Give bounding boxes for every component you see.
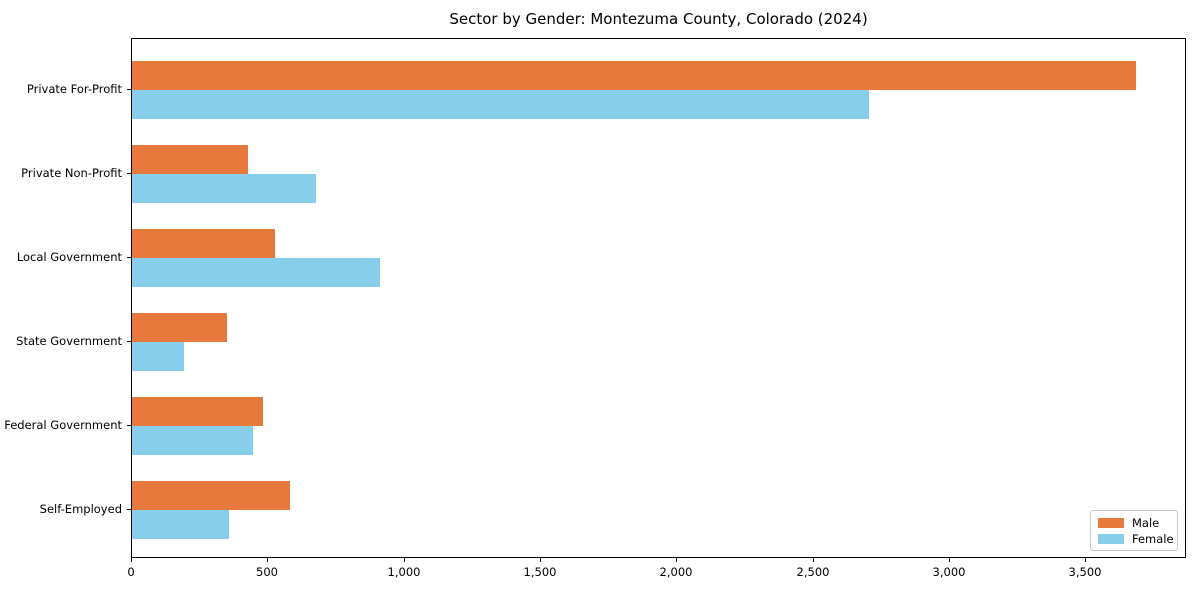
x-tick-label-4: 2,000 — [659, 565, 693, 579]
legend-item-male: Male — [1098, 516, 1170, 530]
y-tick-mark-1 — [127, 173, 131, 174]
y-tick-label-5: Self-Employed — [39, 502, 122, 516]
bar-male-0 — [132, 61, 1136, 90]
y-tick-label-1: Private Non-Profit — [21, 166, 122, 180]
legend-swatch-female — [1098, 534, 1124, 544]
y-tick-mark-3 — [127, 341, 131, 342]
bar-female-1 — [132, 174, 316, 203]
chart-title: Sector by Gender: Montezuma County, Colo… — [449, 10, 868, 28]
x-tick-mark-5 — [813, 558, 814, 562]
bar-female-2 — [132, 258, 380, 287]
y-tick-mark-2 — [127, 257, 131, 258]
bar-female-4 — [132, 426, 253, 455]
y-tick-label-3: State Government — [16, 334, 122, 348]
x-tick-mark-4 — [676, 558, 677, 562]
x-tick-label-5: 2,500 — [796, 565, 830, 579]
bar-female-5 — [132, 510, 229, 539]
x-tick-label-7: 3,500 — [1068, 565, 1102, 579]
legend: Male Female — [1090, 510, 1178, 551]
bar-female-0 — [132, 90, 869, 119]
y-tick-mark-4 — [127, 425, 131, 426]
bar-male-5 — [132, 481, 290, 510]
legend-label-male: Male — [1132, 516, 1160, 530]
x-tick-label-3: 1,500 — [523, 565, 557, 579]
x-tick-label-2: 1,000 — [387, 565, 421, 579]
bar-male-4 — [132, 397, 263, 426]
y-tick-label-2: Local Government — [16, 250, 122, 264]
x-tick-mark-0 — [131, 558, 132, 562]
bar-male-1 — [132, 145, 248, 174]
x-tick-mark-1 — [267, 558, 268, 562]
y-tick-label-4: Federal Government — [4, 418, 122, 432]
x-tick-mark-3 — [540, 558, 541, 562]
y-tick-label-0: Private For-Profit — [26, 82, 122, 96]
x-tick-mark-6 — [949, 558, 950, 562]
x-tick-label-6: 3,000 — [932, 565, 966, 579]
legend-item-female: Female — [1098, 532, 1174, 546]
legend-label-female: Female — [1132, 532, 1174, 546]
bar-female-3 — [132, 342, 184, 371]
x-tick-mark-2 — [404, 558, 405, 562]
bar-male-2 — [132, 229, 275, 258]
x-tick-label-0: 0 — [127, 565, 135, 579]
bar-male-3 — [132, 313, 227, 342]
y-tick-mark-0 — [127, 89, 131, 90]
x-tick-label-1: 500 — [256, 565, 278, 579]
plot-area — [131, 38, 1186, 558]
x-tick-mark-7 — [1085, 558, 1086, 562]
y-tick-mark-5 — [127, 509, 131, 510]
legend-swatch-male — [1098, 518, 1124, 528]
